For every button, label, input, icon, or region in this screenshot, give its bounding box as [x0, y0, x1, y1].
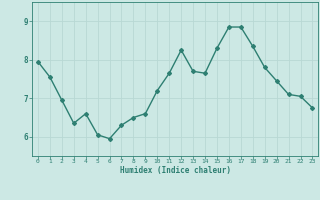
- X-axis label: Humidex (Indice chaleur): Humidex (Indice chaleur): [120, 166, 231, 175]
